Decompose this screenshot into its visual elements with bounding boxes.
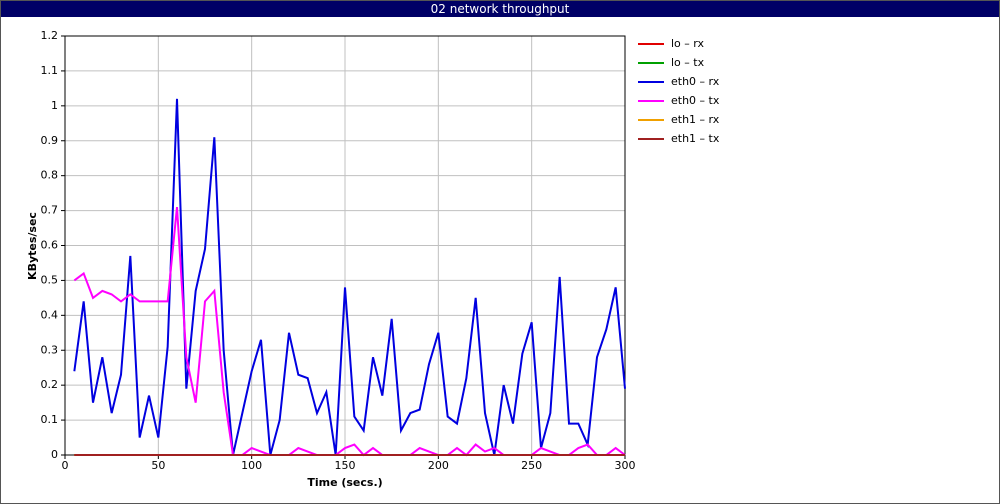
legend-label: eth1 – tx bbox=[671, 132, 720, 145]
x-tick-label: 0 bbox=[62, 459, 69, 472]
y-tick-label: 1.2 bbox=[41, 29, 59, 42]
legend-label: eth1 – rx bbox=[671, 113, 720, 126]
x-tick-label: 150 bbox=[335, 459, 356, 472]
y-tick-label: 0.3 bbox=[41, 343, 59, 356]
x-tick-label: 300 bbox=[615, 459, 636, 472]
y-tick-label: 0.5 bbox=[41, 273, 59, 286]
y-tick-label: 0.8 bbox=[41, 169, 59, 182]
legend-label: lo – tx bbox=[671, 56, 705, 69]
title-bar: 02 network throughput bbox=[1, 1, 999, 17]
x-tick-label: 50 bbox=[151, 459, 165, 472]
x-tick-label: 100 bbox=[241, 459, 262, 472]
series-line bbox=[73, 206, 626, 457]
series-line bbox=[73, 98, 626, 456]
y-tick-label: 0.6 bbox=[41, 239, 59, 252]
y-tick-label: 0.7 bbox=[41, 204, 59, 217]
legend-label: lo – rx bbox=[671, 37, 705, 50]
y-tick-label: 0.2 bbox=[41, 378, 59, 391]
y-tick-label: 0 bbox=[51, 448, 58, 461]
x-tick-label: 250 bbox=[521, 459, 542, 472]
y-tick-label: 0.1 bbox=[41, 413, 59, 426]
y-tick-label: 0.9 bbox=[41, 134, 59, 147]
legend-label: eth0 – tx bbox=[671, 94, 720, 107]
x-tick-label: 200 bbox=[428, 459, 449, 472]
y-axis-label: KBytes/sec bbox=[26, 212, 39, 280]
y-tick-label: 1.1 bbox=[41, 64, 59, 77]
y-tick-label: 0.4 bbox=[41, 308, 59, 321]
y-tick-label: 1 bbox=[51, 99, 58, 112]
legend-label: eth0 – rx bbox=[671, 75, 720, 88]
x-axis-label: Time (secs.) bbox=[307, 476, 382, 489]
